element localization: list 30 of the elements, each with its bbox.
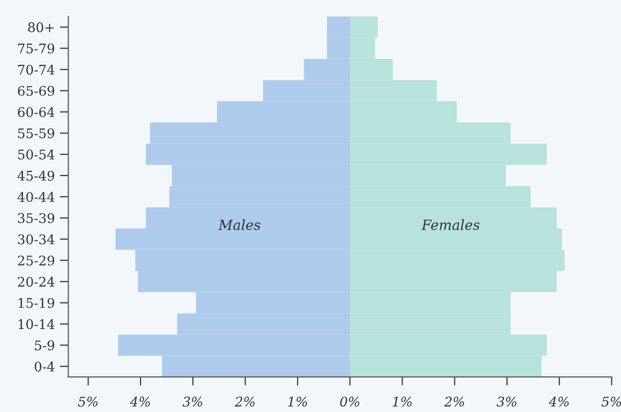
y-tick-label: 15-19 (18, 298, 54, 308)
y-tick-label: 30-34 (18, 234, 54, 244)
y-tick-label: 65-69 (18, 86, 54, 96)
y-tick-label: 10-14 (18, 319, 54, 330)
y-tick-label: 75-79 (18, 44, 54, 54)
x-tick-label: 4% (548, 396, 569, 407)
x-tick-label: 1% (288, 396, 307, 407)
x-tick-label: 3% (496, 396, 516, 407)
x-tick-label: 2% (444, 396, 464, 407)
y-tick-label: 20-24 (18, 276, 54, 287)
series-label: Females (421, 219, 480, 230)
y-tick-label: 80+ (28, 22, 54, 32)
y-tick-label: 35-39 (18, 213, 54, 224)
x-tick-label: 3% (182, 396, 202, 407)
series-label: Males (218, 219, 260, 230)
x-tick-label: 1% (392, 396, 412, 407)
x-tick-label: 2% (234, 396, 255, 407)
x-tick-label: 5% (78, 396, 98, 407)
y-tick-label: 40-44 (17, 192, 54, 202)
x-tick-label: 4% (130, 396, 150, 407)
x-tick-label: 5% (602, 396, 621, 407)
y-tick-label: 45-49 (17, 170, 54, 181)
x-tick-label: 0% (340, 396, 360, 407)
y-tick-label: 25-29 (18, 256, 54, 266)
y-tick-label: 5-9 (34, 340, 54, 350)
y-tick-label: 50-54 (18, 150, 54, 160)
y-tick-label: 55-59 (18, 128, 54, 138)
y-tick-label: 0-4 (34, 362, 54, 372)
y-tick-label: 70-74 (18, 64, 54, 75)
y-tick-label: 60-64 (18, 107, 54, 118)
